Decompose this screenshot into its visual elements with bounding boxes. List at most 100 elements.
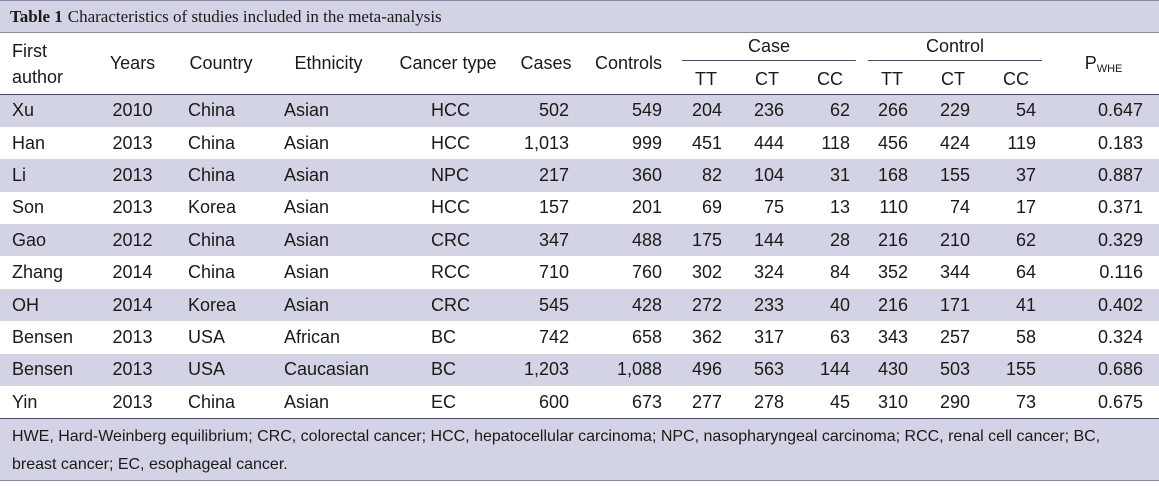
cell-author: Gao: [12, 229, 47, 250]
cell-year: 2013: [112, 326, 153, 347]
cell-cancer-type: HCC: [431, 100, 470, 121]
cell-ethnicity: Asian: [284, 229, 330, 250]
cell-cancer-type: EC: [431, 391, 457, 412]
cell-cases: 157: [538, 197, 569, 218]
header-case-group-label: Case: [682, 36, 857, 61]
cell-case-cc: 28: [830, 229, 851, 250]
cell-case-tt: 82: [701, 164, 722, 185]
cell-year: 2010: [112, 100, 153, 121]
cell-p-whe: 0.686: [1097, 359, 1144, 380]
cell-cases: 1,203: [523, 359, 569, 380]
cell-year: 2013: [112, 164, 153, 185]
cell-case-cc: 13: [830, 197, 851, 218]
cell-ethnicity: Asian: [284, 164, 330, 185]
cell-controls: 658: [631, 326, 662, 347]
cell-author: OH: [12, 294, 39, 315]
cell-country: China: [188, 164, 236, 185]
header-control-group: Control: [862, 33, 1048, 64]
header-controls: Controls: [581, 33, 676, 95]
table-caption: Table 1 Characteristics of studies inclu…: [0, 0, 1159, 33]
cell-case-tt: 302: [691, 262, 722, 283]
table-number: Table 1: [10, 6, 63, 26]
header-control-cc: CC: [984, 64, 1049, 95]
cell-case-cc: 62: [830, 100, 851, 121]
header-p-sub: WHE: [1096, 62, 1123, 75]
cell-control-cc: 64: [1016, 262, 1037, 283]
cell-case-cc: 144: [819, 359, 851, 380]
cell-cancer-type: BC: [431, 326, 457, 347]
cell-control-ct: 171: [939, 294, 971, 315]
cell-ethnicity: Caucasian: [284, 359, 370, 380]
cell-cancer-type: BC: [431, 359, 457, 380]
cell-p-whe: 0.324: [1097, 326, 1144, 347]
cell-country: Korea: [188, 197, 237, 218]
cell-cancer-type: HCC: [431, 197, 470, 218]
cell-case-ct: 104: [753, 164, 784, 185]
cell-control-cc: 62: [1016, 229, 1037, 250]
table-row: Gao 2012 China Asian CRC 347 488 175 144 28 216 210…: [0, 224, 1159, 257]
cell-controls: 1,088: [616, 359, 662, 380]
cell-control-tt: 216: [877, 294, 909, 315]
cell-controls: 673: [631, 391, 662, 412]
cell-country: Korea: [188, 294, 237, 315]
cell-p-whe: 0.887: [1097, 164, 1144, 185]
cell-year: 2013: [112, 197, 153, 218]
cell-case-tt: 277: [691, 391, 722, 412]
cell-cases: 1,013: [523, 132, 569, 153]
header-case-ct: CT: [736, 64, 798, 95]
cell-cases: 347: [538, 229, 569, 250]
cell-control-cc: 41: [1016, 294, 1037, 315]
cell-year: 2014: [112, 262, 153, 283]
cell-author: Son: [12, 197, 45, 218]
header-country: Country: [170, 33, 272, 95]
cell-author: Zhang: [12, 262, 64, 283]
cell-author: Yin: [12, 391, 38, 412]
cell-case-cc: 118: [821, 132, 851, 153]
header-first-author: First author: [0, 33, 95, 95]
table-row: Yin 2013 China Asian EC 600 673 277 278 45 310 290 7…: [0, 386, 1159, 418]
cell-cases: 217: [538, 164, 569, 185]
cell-case-ct: 324: [753, 262, 784, 283]
table-row: Xu 2010 China Asian HCC 502 549 204 236 62 266 229 5…: [0, 94, 1159, 127]
table-row: Bensen 2013 USA African BC 742 658 362 317 63 343 2…: [0, 321, 1159, 353]
cell-country: China: [188, 391, 236, 412]
cell-case-ct: 236: [753, 100, 784, 121]
cell-control-cc: 58: [1016, 326, 1037, 347]
cell-case-tt: 204: [691, 100, 722, 121]
cell-ethnicity: Asian: [284, 262, 330, 283]
header-ethnicity: Ethnicity: [272, 33, 385, 95]
cell-p-whe: 0.647: [1097, 100, 1144, 121]
cell-year: 2013: [112, 391, 153, 412]
cell-ethnicity: Asian: [284, 100, 330, 121]
header-case-tt: TT: [676, 64, 736, 95]
cell-control-tt: 168: [877, 164, 909, 185]
cell-case-cc: 31: [830, 164, 851, 185]
cell-ethnicity: Asian: [284, 197, 330, 218]
cell-country: China: [188, 229, 236, 250]
cell-control-ct: 344: [939, 262, 971, 283]
table-body: Xu 2010 China Asian HCC 502 549 204 236 62 266 229 5…: [0, 94, 1159, 419]
cell-control-cc: 119: [1007, 132, 1037, 153]
cell-case-tt: 496: [691, 359, 722, 380]
cell-control-ct: 257: [939, 326, 971, 347]
table-caption-text: Characteristics of studies included in t…: [67, 6, 442, 26]
cell-control-ct: 503: [939, 359, 971, 380]
cell-case-ct: 75: [763, 197, 784, 218]
cell-control-tt: 216: [877, 229, 909, 250]
cell-cancer-type: CRC: [431, 294, 470, 315]
cell-cancer-type: HCC: [431, 132, 470, 153]
cell-cancer-type: CRC: [431, 229, 470, 250]
cell-year: 2013: [112, 359, 153, 380]
cell-case-ct: 444: [753, 132, 784, 153]
cell-author: Bensen: [12, 326, 74, 347]
cell-controls: 999: [631, 132, 662, 153]
cell-control-tt: 352: [877, 262, 909, 283]
cell-control-cc: 17: [1016, 197, 1037, 218]
cell-case-cc: 45: [830, 391, 851, 412]
cell-control-tt: 110: [879, 197, 909, 218]
cell-cases: 742: [538, 326, 569, 347]
cell-p-whe: 0.329: [1097, 229, 1144, 250]
cell-control-ct: 74: [950, 197, 971, 218]
cell-control-ct: 229: [939, 100, 971, 121]
